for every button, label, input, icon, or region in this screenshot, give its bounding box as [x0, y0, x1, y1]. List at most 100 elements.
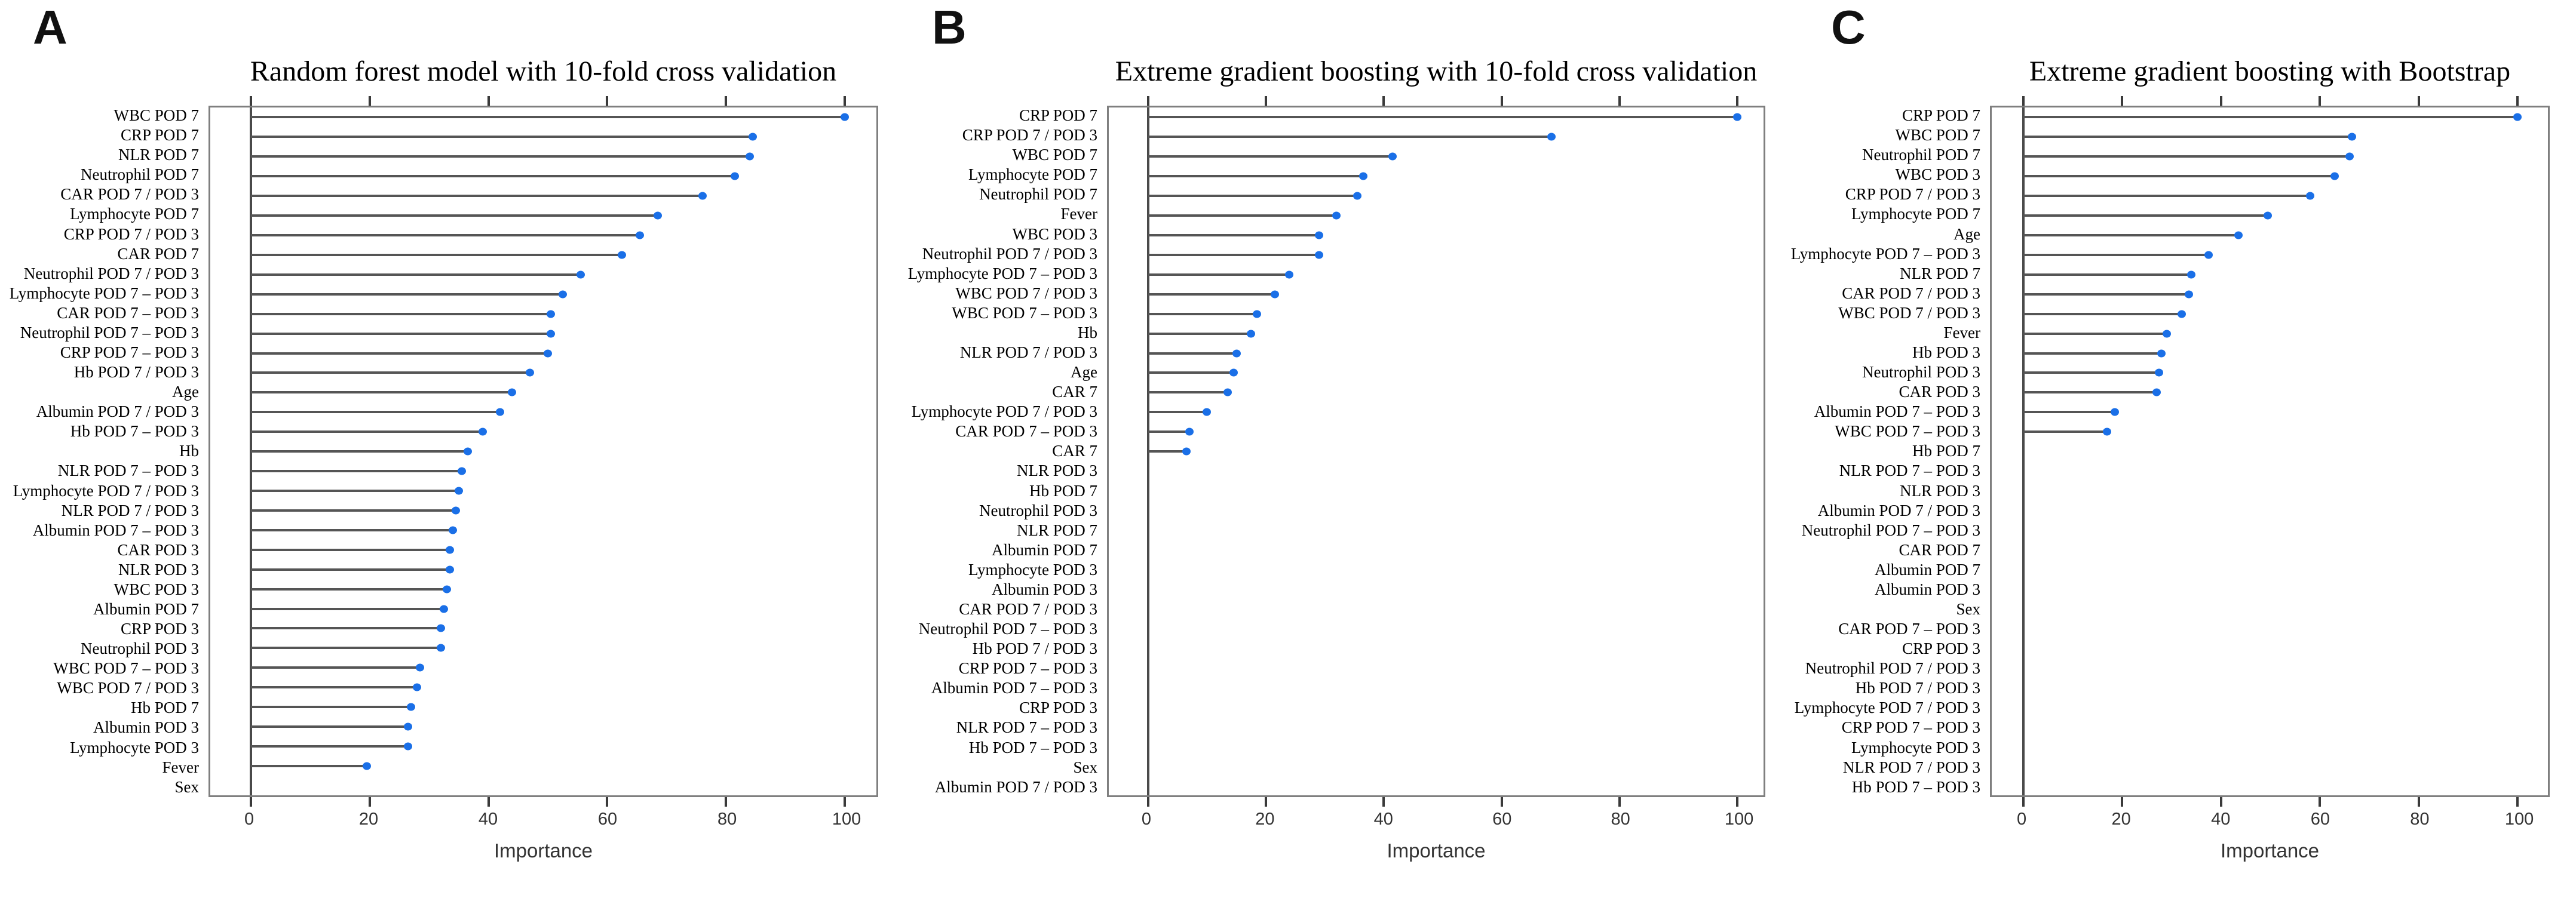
- axis-tick-top: [1618, 96, 1621, 106]
- axis-tick-bottom: [249, 797, 252, 807]
- data-row: [210, 284, 876, 304]
- axis-tick-bottom: [725, 797, 728, 807]
- chart-title: Random forest model with 10-fold cross v…: [250, 56, 837, 87]
- data-point-dot: [2155, 368, 2164, 377]
- data-row: [1109, 737, 1764, 757]
- y-axis-label: Neutrophil POD 7 / POD 3: [922, 244, 1097, 263]
- axis-tick-top: [1500, 96, 1503, 106]
- y-axis-label: Lymphocyte POD 7: [968, 165, 1097, 184]
- data-row: [210, 462, 876, 481]
- data-row: [1992, 186, 2548, 206]
- data-row: [1992, 442, 2548, 462]
- plot-rows: [1109, 107, 1764, 795]
- data-row: [1109, 422, 1764, 442]
- y-axis-label: Hb POD 7 / POD 3: [1855, 679, 1980, 697]
- data-row: [1109, 402, 1764, 422]
- plot-rows: [1992, 107, 2548, 795]
- data-point-dot: [558, 290, 567, 299]
- data-row: [1992, 776, 2548, 795]
- data-row: [1992, 481, 2548, 501]
- data-row: [1992, 107, 2548, 127]
- y-axis-labels: CRP POD 7 WBC POD 7 Neutrophil POD 7 WBC PO…: [1777, 106, 1988, 797]
- y-axis-label: WBC POD 7 – POD 3: [952, 303, 1097, 322]
- lollipop-bar: [250, 214, 658, 217]
- data-row: [1992, 559, 2548, 579]
- axis-tick-top: [2516, 96, 2519, 106]
- data-row: [210, 167, 876, 186]
- data-point-dot: [1229, 368, 1238, 377]
- y-axis-label: WBC POD 7 / POD 3: [955, 284, 1097, 302]
- data-row: [1109, 776, 1764, 795]
- data-row: [1992, 678, 2548, 697]
- x-tick-label: 60: [1492, 810, 1512, 829]
- data-point-dot: [1182, 447, 1191, 456]
- lollipop-bar: [250, 509, 456, 512]
- y-axis-label: WBC POD 3: [1895, 165, 1980, 184]
- data-point-dot: [416, 663, 425, 672]
- x-tick-labels: 0 20 40 60 80 100: [1107, 810, 1765, 834]
- lollipop-bar: [2023, 136, 2353, 139]
- y-axis-label: NLR POD 3: [118, 560, 199, 579]
- plot-box: [1107, 96, 1765, 807]
- y-axis-label: Neutrophil POD 7: [1862, 146, 1980, 164]
- lollipop-bar: [2023, 253, 2209, 256]
- y-axis-label: Hb POD 7 / POD 3: [73, 363, 199, 382]
- data-point-dot: [454, 487, 463, 495]
- x-tick-label: 40: [478, 810, 498, 829]
- y-axis-label: Neutrophil POD 7: [81, 165, 199, 184]
- y-axis-label: Hb POD 7: [130, 699, 199, 717]
- data-row: [1992, 756, 2548, 776]
- y-axis-label: WBC POD 3: [114, 580, 199, 598]
- axis-tick-bottom: [2319, 797, 2322, 807]
- data-point-dot: [1185, 428, 1194, 436]
- lollipop-bar: [2023, 195, 2310, 198]
- y-axis-label: Sex: [1073, 758, 1098, 776]
- data-row: [1109, 127, 1764, 147]
- data-point-dot: [2184, 290, 2193, 299]
- y-axis-label: Lymphocyte POD 7: [1851, 205, 1980, 223]
- data-point-dot: [436, 644, 445, 652]
- y-axis-label: Lymphocyte POD 7 / POD 3: [13, 481, 199, 500]
- y-axis-label: CRP POD 3: [1019, 699, 1097, 717]
- lollipop-bar: [2023, 391, 2157, 394]
- y-axis-label: Lymphocyte POD 3: [1851, 738, 1980, 757]
- y-axis-label: Albumin POD 7: [991, 540, 1097, 559]
- data-point-dot: [448, 526, 457, 534]
- y-axis-label: Lymphocyte POD 7: [70, 205, 199, 223]
- data-point-dot: [2345, 152, 2354, 161]
- data-point-dot: [1353, 192, 1361, 200]
- lollipop-bar: [250, 666, 421, 669]
- y-axis-label: Albumin POD 7 – POD 3: [931, 679, 1097, 697]
- data-point-dot: [546, 310, 555, 318]
- data-point-dot: [1232, 349, 1241, 358]
- axis-tick-bottom: [606, 797, 609, 807]
- y-axis-label: Hb: [179, 442, 199, 460]
- lollipop-bar: [250, 528, 453, 531]
- x-axis-title: Importance: [493, 840, 593, 862]
- data-point-dot: [2110, 408, 2119, 416]
- data-row: [1109, 363, 1764, 383]
- data-row: [210, 540, 876, 559]
- lollipop-bar: [250, 588, 447, 591]
- axis-tick-bottom: [2417, 797, 2420, 807]
- y-axis-label: CAR POD 3: [1899, 383, 1980, 401]
- x-tick-label: 40: [1373, 810, 1393, 829]
- y-axis-label: Lymphocyte POD 7 – POD 3: [1790, 244, 1980, 263]
- axis-tick-bottom: [368, 797, 371, 807]
- y-axis-label: NLR POD 3: [1899, 481, 1980, 500]
- lollipop-bar: [2023, 233, 2238, 236]
- y-axis-label: CRP POD 3: [120, 620, 199, 638]
- data-row: [1109, 559, 1764, 579]
- y-axis-label: CRP POD 7 / POD 3: [1845, 185, 1980, 204]
- lollipop-bar: [250, 332, 551, 335]
- y-axis-label: CAR POD 7 – POD 3: [57, 303, 199, 322]
- y-axis-label: CRP POD 7: [1019, 106, 1097, 125]
- lollipop-bar: [250, 450, 468, 453]
- lollipop-bar: [1148, 450, 1186, 453]
- data-point-dot: [576, 270, 585, 279]
- data-row: [1109, 678, 1764, 697]
- y-axis-label: Neutrophil POD 7 – POD 3: [918, 620, 1097, 638]
- y-axis-label: Hb POD 7 – POD 3: [1851, 777, 1980, 796]
- data-row: [210, 638, 876, 658]
- y-axis-label: CRP POD 7 – POD 3: [958, 659, 1097, 678]
